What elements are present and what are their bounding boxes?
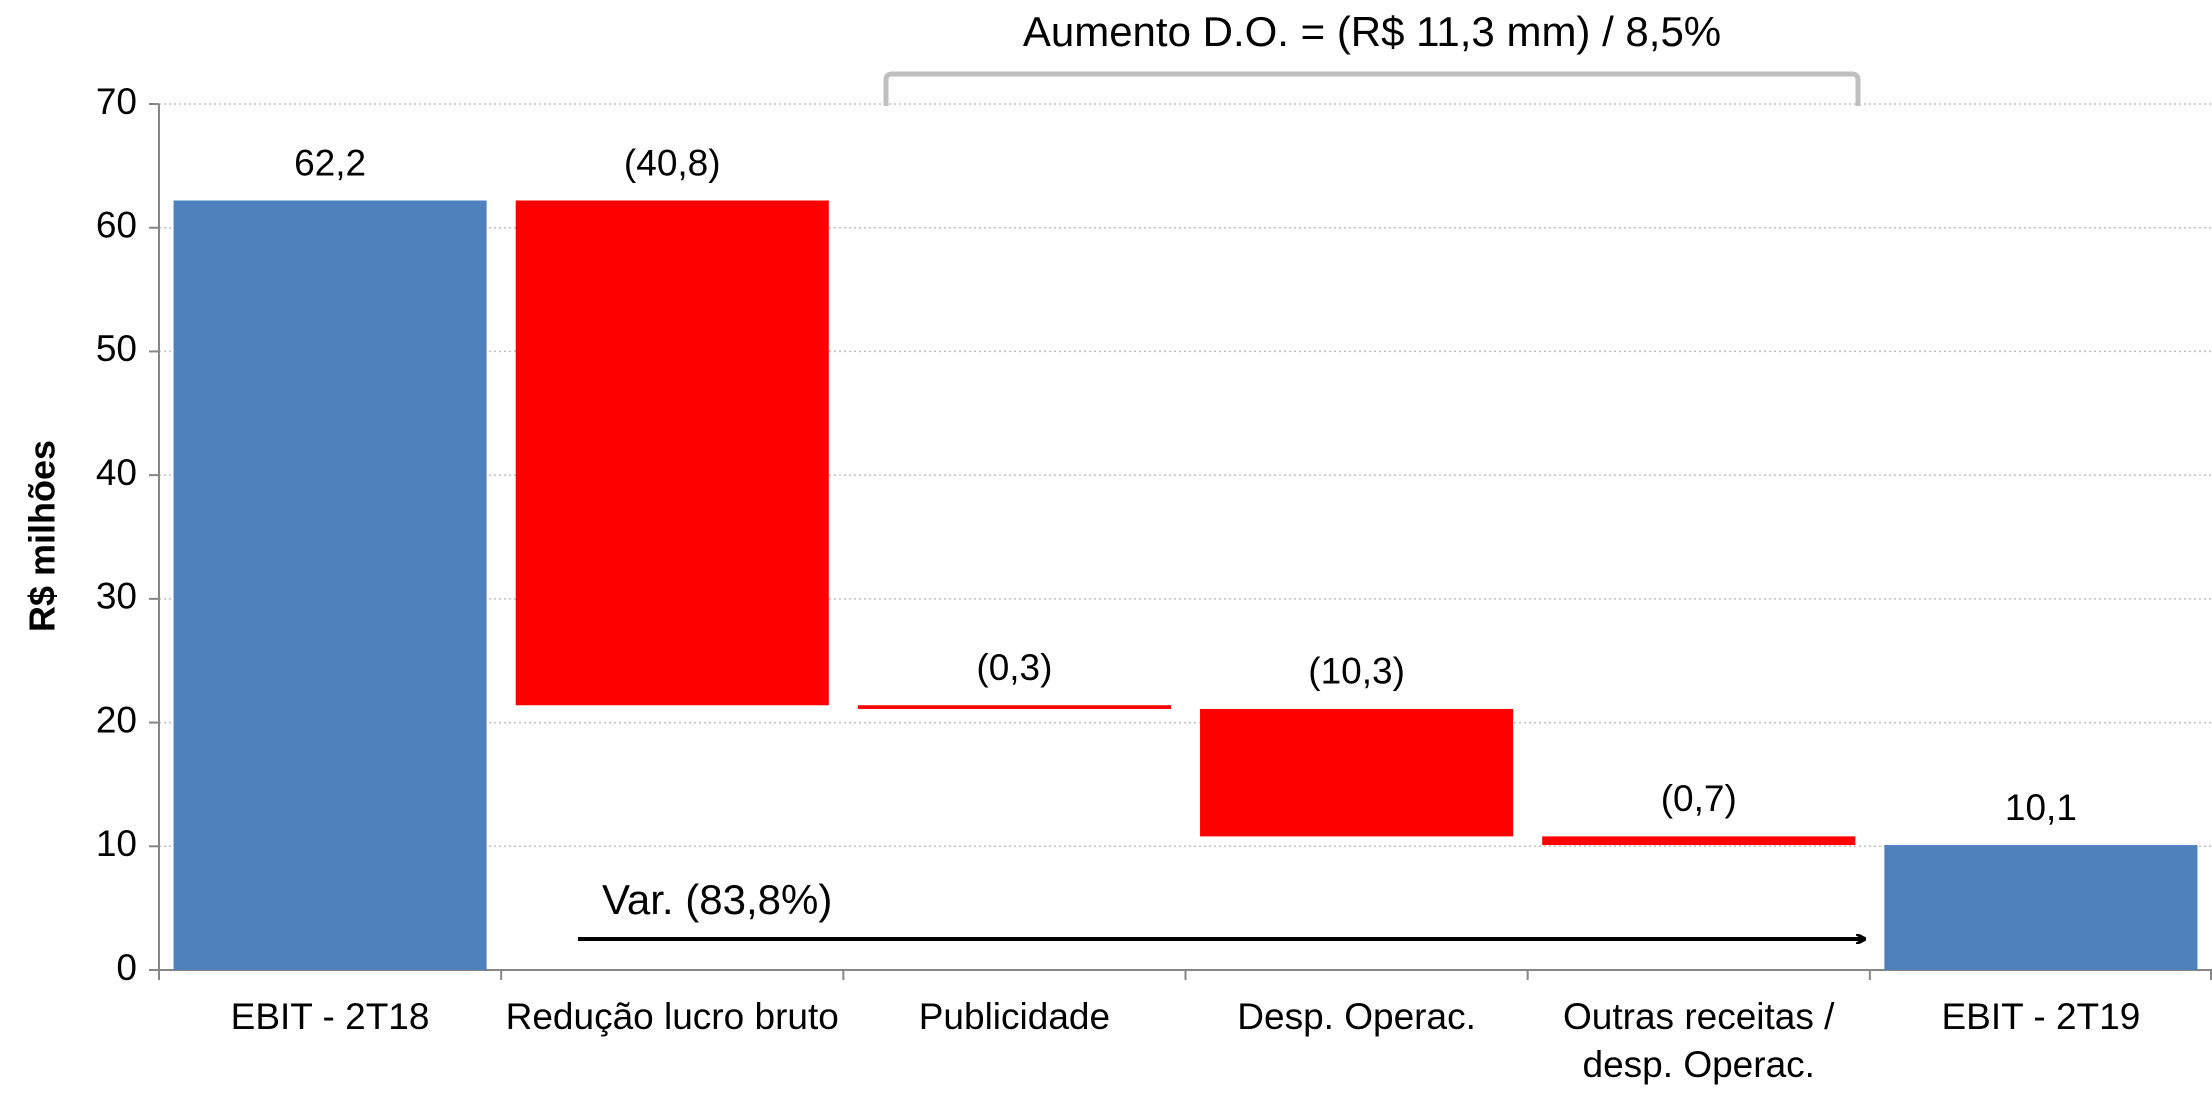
- y-tick-label: 0: [116, 947, 137, 988]
- y-tick-label: 30: [96, 576, 137, 617]
- x-tick-label: Publicidade: [918, 996, 1111, 1037]
- bar: [1542, 836, 1856, 846]
- bar: [857, 705, 1171, 709]
- annotation: Aumento D.O. = (R$ 11,3 mm) / 8,5%: [1023, 8, 1721, 55]
- y-tick-label: 60: [96, 204, 137, 245]
- value-label: (40,8): [624, 142, 721, 183]
- value-label: 62,2: [294, 142, 366, 183]
- value-label: 10,1: [2005, 787, 2077, 828]
- bar: [1884, 845, 2198, 970]
- x-tick-label: Redução lucro bruto: [505, 996, 839, 1037]
- value-label: (0,3): [976, 647, 1052, 688]
- y-tick-label: 50: [96, 328, 137, 369]
- value-label: (10,3): [1308, 651, 1405, 692]
- x-tick-label: EBIT - 2T18: [230, 996, 430, 1037]
- y-tick-label: 20: [96, 699, 137, 740]
- value-label: (0,7): [1661, 778, 1737, 819]
- bar: [515, 200, 829, 706]
- x-tick-label: Outras receitas / desp. Operac.: [1563, 996, 1835, 1085]
- y-tick-label: 40: [96, 452, 137, 493]
- bracket: [883, 71, 1861, 106]
- x-tick-label: Desp. Operac.: [1237, 996, 1476, 1037]
- y-tick-label: 10: [96, 823, 137, 864]
- y-tick-label: 70: [96, 81, 137, 122]
- annotation: Var. (83,8%): [602, 876, 832, 923]
- bar: [1200, 708, 1514, 837]
- x-tick-label: EBIT - 2T19: [1941, 996, 2141, 1037]
- bar: [173, 200, 487, 971]
- y-axis-label: R$ milhões: [22, 440, 63, 632]
